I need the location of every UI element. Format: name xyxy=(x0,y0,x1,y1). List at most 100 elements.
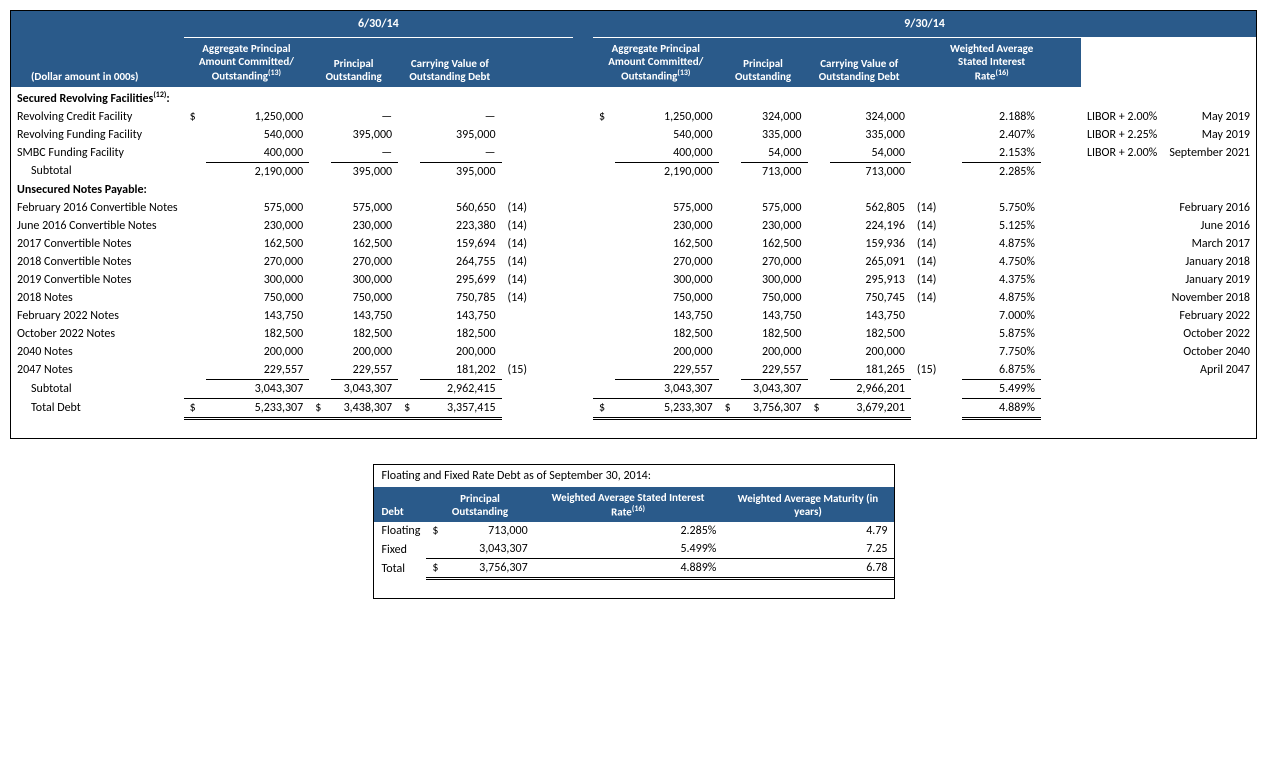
col-note-2 xyxy=(911,38,942,88)
cell: 200,000 xyxy=(420,343,501,361)
currency xyxy=(593,361,615,380)
extra-cell: January 2018 xyxy=(1163,253,1256,271)
currency xyxy=(184,271,206,289)
currency xyxy=(309,108,331,126)
extra-cell xyxy=(1081,325,1163,343)
cell: 575,000 xyxy=(741,199,808,217)
currency xyxy=(808,162,830,181)
rate-cell: 2.188% xyxy=(962,108,1041,126)
currency xyxy=(593,307,615,325)
extra-cell xyxy=(1081,271,1163,289)
cell: 182,500 xyxy=(331,325,398,343)
currency xyxy=(808,235,830,253)
cell: 162,500 xyxy=(206,235,310,253)
row-label: 2019 Convertible Notes xyxy=(11,271,184,289)
footnote: (14) xyxy=(502,199,533,217)
currency xyxy=(719,108,741,126)
debt-table: (Dollar amount in 000s) 6/30/14 9/30/14 … xyxy=(11,11,1256,438)
currency xyxy=(719,343,741,361)
spacer-header xyxy=(573,11,593,87)
cell: 3,043,307 xyxy=(741,379,808,398)
cell: 264,755 xyxy=(420,253,501,271)
extra-cell: October 2022 xyxy=(1163,325,1256,343)
currency xyxy=(309,325,331,343)
currency xyxy=(184,289,206,307)
rate-cell: 5.750% xyxy=(962,199,1041,217)
currency xyxy=(398,253,420,271)
cell: 2.285% xyxy=(550,522,723,540)
cell: 159,694 xyxy=(420,235,501,253)
col-carrying-1: Carrying Value of Outstanding Debt xyxy=(398,38,501,88)
cell: 2,190,000 xyxy=(206,162,310,181)
currency xyxy=(808,126,830,144)
subtotal-row: Subtotal3,043,3073,043,3072,962,4153,043… xyxy=(11,379,1256,398)
currency xyxy=(593,144,615,163)
table-row: Revolving Credit Facility$1,250,000——$1,… xyxy=(11,108,1256,126)
cell: 575,000 xyxy=(615,199,719,217)
extra-cell xyxy=(1081,307,1163,325)
row-label: 2047 Notes xyxy=(11,361,184,380)
row-label: 2017 Convertible Notes xyxy=(11,235,184,253)
currency: $ xyxy=(808,398,830,418)
footnote xyxy=(911,307,942,325)
cell: 230,000 xyxy=(741,217,808,235)
currency xyxy=(808,108,830,126)
currency xyxy=(309,253,331,271)
currency xyxy=(808,361,830,380)
cell: 2,966,201 xyxy=(830,379,911,398)
cell: 395,000 xyxy=(420,162,501,181)
currency xyxy=(184,235,206,253)
footnote: (14) xyxy=(911,253,942,271)
cell: 3,438,307 xyxy=(331,398,398,418)
small-col-rate: Weighted Average Stated Interest Rate(16… xyxy=(534,487,723,523)
table-row: 2018 Notes750,000750,000750,785(14)750,0… xyxy=(11,289,1256,307)
cell: 182,500 xyxy=(615,325,719,343)
cell: 159,936 xyxy=(830,235,911,253)
currency xyxy=(719,271,741,289)
footnote xyxy=(911,126,942,144)
row-label-header: (Dollar amount in 000s) xyxy=(11,11,184,87)
currency xyxy=(808,253,830,271)
cell: 2,962,415 xyxy=(420,379,501,398)
row-label: June 2016 Convertible Notes xyxy=(11,217,184,235)
footnote xyxy=(502,343,533,361)
currency xyxy=(184,162,206,181)
cell: 540,000 xyxy=(206,126,310,144)
cell: 181,265 xyxy=(830,361,911,380)
date2-header: 9/30/14 xyxy=(593,11,1256,38)
cell: 335,000 xyxy=(741,126,808,144)
currency xyxy=(719,379,741,398)
cell: 750,000 xyxy=(741,289,808,307)
extra-cell: October 2040 xyxy=(1163,343,1256,361)
cell: 295,913 xyxy=(830,271,911,289)
cell: 200,000 xyxy=(741,343,808,361)
currency xyxy=(309,307,331,325)
total-row: Total Debt$5,233,307$3,438,307$3,357,415… xyxy=(11,398,1256,418)
cell: — xyxy=(331,144,398,163)
cell: 229,557 xyxy=(615,361,719,380)
row-label: Total Debt xyxy=(11,398,184,418)
currency xyxy=(808,144,830,163)
row-label: Total xyxy=(374,559,427,579)
cell: 162,500 xyxy=(741,235,808,253)
currency xyxy=(398,199,420,217)
cell: 143,750 xyxy=(206,307,310,325)
cell: 395,000 xyxy=(331,126,398,144)
currency xyxy=(808,199,830,217)
cell: 270,000 xyxy=(206,253,310,271)
footnote: (14) xyxy=(911,199,942,217)
cell: 713,000 xyxy=(830,162,911,181)
cell: 4.79 xyxy=(738,522,893,540)
footnote xyxy=(502,144,533,163)
currency xyxy=(309,271,331,289)
small-col-debt: Debt xyxy=(374,487,427,523)
currency xyxy=(593,235,615,253)
cell: 143,750 xyxy=(420,307,501,325)
extra-cell xyxy=(1081,289,1163,307)
footnote: (14) xyxy=(911,289,942,307)
col-note-1 xyxy=(502,38,533,88)
currency xyxy=(398,162,420,181)
extra-cell: September 2021 xyxy=(1163,144,1256,163)
extra-cell: November 2018 xyxy=(1163,289,1256,307)
cell: 750,000 xyxy=(206,289,310,307)
